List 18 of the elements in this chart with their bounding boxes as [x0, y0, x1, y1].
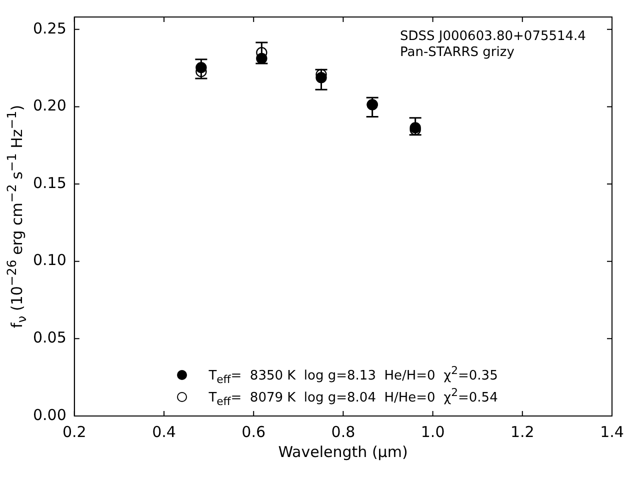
x-tick-label: 0.4 — [152, 422, 176, 441]
y-tick-label: 0.05 — [32, 328, 66, 347]
x-tick-label: 1.0 — [420, 422, 445, 441]
annotation: SDSS J000603.80+075514.4 — [400, 29, 586, 45]
x-tick-label: 0.2 — [62, 422, 86, 441]
x-tick-label: 0.8 — [331, 422, 356, 441]
legend-label: T$_{eff}$= 8079 K log g=8.04 H/He=0 χ$^{2}$=0.54 — [208, 386, 498, 408]
x-tick-label: 1.4 — [600, 422, 624, 441]
annotation: Pan-STARRS grizy — [400, 45, 516, 61]
y-tick-label: 0.10 — [32, 251, 66, 270]
x-tick-label: 0.6 — [242, 422, 266, 441]
x-tick-label: 1.2 — [510, 422, 534, 441]
y-tick-label: 0.15 — [32, 174, 66, 192]
y-tick-label: 0.25 — [32, 19, 66, 38]
legend-label: T$_{eff}$= 8350 K log g=8.13 He/H=0 χ$^{2}$=0.35 — [208, 364, 498, 386]
y-tick-label: 0.00 — [32, 406, 66, 424]
y-tick-label: 0.20 — [32, 96, 66, 115]
x-axis-title: Wavelength (μm) — [278, 443, 408, 461]
